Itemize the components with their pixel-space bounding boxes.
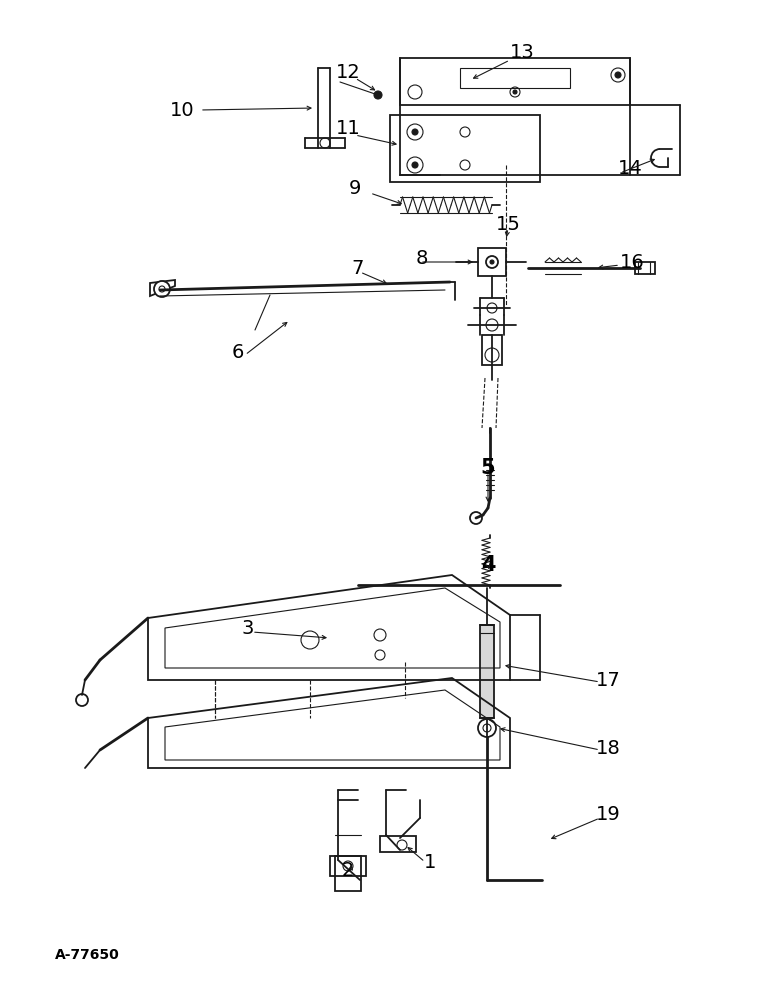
Text: 4: 4 [481, 555, 496, 575]
Circle shape [374, 91, 382, 99]
Circle shape [486, 319, 498, 331]
Circle shape [397, 840, 407, 850]
Circle shape [513, 90, 517, 94]
Bar [480, 625, 494, 718]
Text: 12: 12 [336, 62, 361, 82]
Bar [380, 836, 416, 852]
Text: 7: 7 [352, 258, 364, 277]
Text: 16: 16 [620, 252, 645, 271]
Circle shape [485, 348, 499, 362]
Bar [482, 335, 502, 365]
Text: 9: 9 [349, 178, 361, 198]
Polygon shape [150, 280, 175, 296]
Circle shape [412, 129, 418, 135]
Circle shape [412, 162, 418, 168]
Circle shape [154, 281, 170, 297]
Bar [330, 856, 366, 876]
Text: 18: 18 [596, 738, 621, 758]
Text: 19: 19 [596, 806, 621, 824]
Text: 10: 10 [170, 101, 195, 119]
Text: 15: 15 [496, 216, 520, 234]
Text: 14: 14 [618, 158, 642, 178]
Bar [635, 262, 655, 274]
Text: 8: 8 [416, 248, 428, 267]
Text: 1: 1 [424, 852, 436, 871]
Circle shape [470, 512, 482, 524]
Text: 5: 5 [481, 458, 496, 478]
Bar [478, 248, 506, 276]
Text: 3: 3 [242, 618, 254, 638]
Circle shape [343, 861, 353, 871]
Circle shape [487, 303, 497, 313]
Circle shape [615, 72, 621, 78]
Circle shape [490, 260, 494, 264]
Text: 6: 6 [232, 342, 244, 361]
Text: 13: 13 [510, 42, 534, 62]
Text: 17: 17 [596, 670, 621, 690]
Bar [460, 68, 570, 88]
Text: A-77650: A-77650 [55, 948, 120, 962]
Text: 11: 11 [336, 118, 361, 137]
Bar [335, 856, 361, 891]
Text: 2: 2 [342, 860, 354, 880]
Circle shape [76, 694, 88, 706]
